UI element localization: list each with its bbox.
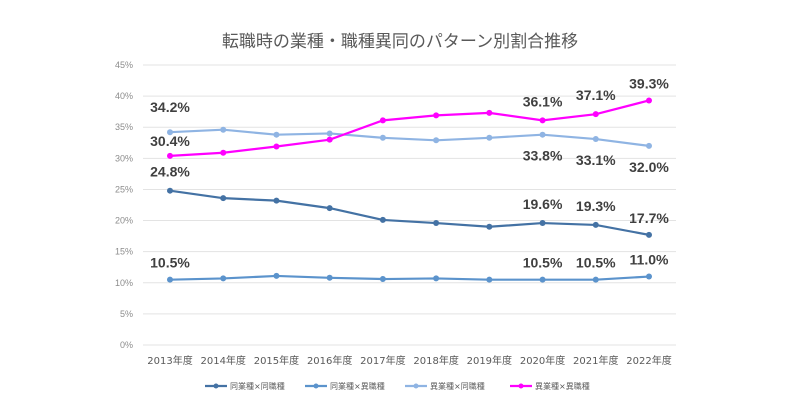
data-label: 30.4% [150,133,190,149]
data-label: 33.8% [523,148,563,164]
x-tick-label: 2013年度 [147,354,192,367]
data-point [220,275,227,282]
x-tick-label: 2014年度 [200,354,245,367]
x-tick-label: 2019年度 [467,354,512,367]
data-label: 11.0% [630,252,669,268]
data-point [539,131,546,138]
legend-marker [518,383,524,389]
data-point [433,220,440,227]
data-label: 32.0% [629,159,669,175]
data-point [167,187,173,194]
data-point [379,117,386,124]
x-tick-label: 2015年度 [254,354,299,367]
legend-label: 異業種×同職種 [430,381,485,391]
data-label: 34.2% [150,99,190,115]
legend-label: 同業種×同職種 [230,381,285,391]
data-point [273,197,280,204]
data-point [326,205,333,212]
data-label: 17.7% [629,210,669,226]
y-tick-label: 25% [115,184,133,194]
x-tick-label: 2017年度 [360,354,405,367]
series-line [169,99,650,157]
legend-marker [413,383,419,389]
x-tick-label: 2020年度 [520,354,565,367]
data-point [592,221,599,228]
data-label: 10.5% [576,255,616,271]
data-label: 10.5% [150,255,190,271]
data-point [486,276,493,283]
data-label: 10.5% [523,255,563,271]
data-point [167,129,173,136]
data-point [326,274,333,281]
data-point [592,111,599,118]
series-line [169,128,650,147]
data-point [273,272,280,279]
series-line [169,274,650,281]
data-point [326,130,333,137]
data-point [539,276,546,283]
data-point [486,109,493,116]
data-point [433,137,440,144]
legend-marker [213,383,219,389]
data-point [167,152,173,159]
legend-label: 同業種×異職種 [330,381,385,391]
data-point [646,97,652,104]
data-point [646,142,652,149]
y-tick-label: 5% [120,309,133,319]
legend-label: 異業種×異職種 [535,381,590,391]
data-label: 33.1% [576,152,616,168]
y-tick-label: 30% [115,153,133,163]
data-point [326,136,333,143]
data-point [273,131,280,138]
data-point [379,276,386,283]
data-label: 19.6% [523,196,563,212]
data-point [433,112,440,119]
y-tick-label: 0% [120,340,133,350]
y-tick-label: 10% [115,278,133,288]
legend-marker [313,383,319,389]
data-label: 37.1% [576,87,616,103]
data-point [273,143,280,150]
data-point [379,134,386,141]
y-tick-label: 15% [115,247,133,257]
series-line [169,189,650,236]
data-label: 24.8% [150,164,190,180]
data-point [486,134,493,141]
x-tick-label: 2016年度 [307,354,352,367]
data-point [433,275,440,282]
data-point [486,223,493,230]
y-tick-label: 35% [115,122,133,132]
data-point [167,276,173,283]
x-tick-label: 2022年度 [626,354,671,367]
data-point [592,276,599,283]
data-point [220,149,227,156]
y-tick-label: 45% [115,60,133,70]
x-tick-label: 2021年度 [573,354,618,367]
data-point [592,136,599,143]
data-point [539,117,546,124]
x-tick-label: 2018年度 [413,354,458,367]
y-tick-label: 40% [115,91,133,101]
data-point [379,216,386,223]
data-label: 39.3% [629,75,669,91]
data-point [646,273,652,280]
y-tick-label: 20% [115,216,133,226]
data-point [220,126,227,133]
data-label: 19.3% [576,198,616,214]
data-point [220,195,227,202]
data-point [646,231,652,238]
data-label: 36.1% [523,93,563,109]
chart-title: 転職時の業種・職種異同のパターン別割合推移 [222,32,578,52]
data-point [539,220,546,227]
